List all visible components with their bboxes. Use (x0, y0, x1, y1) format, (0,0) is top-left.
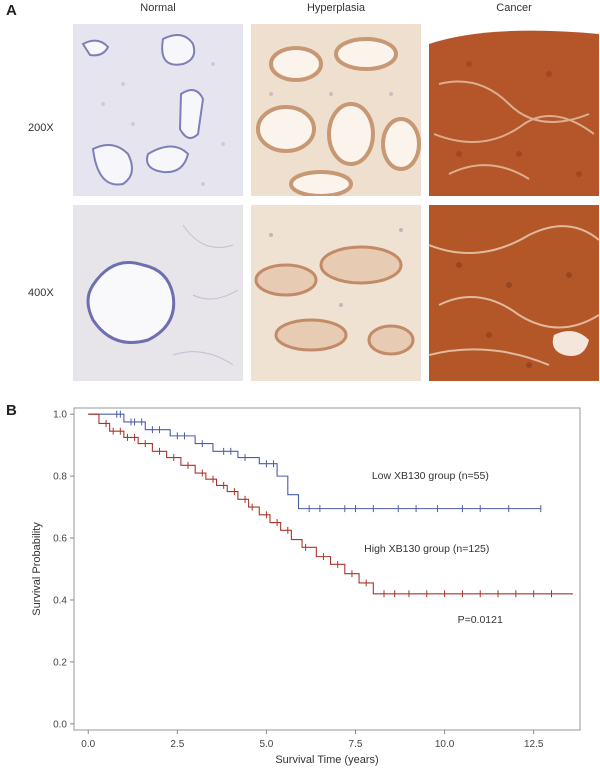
x-tick-label: 5.0 (259, 739, 273, 750)
column-label-hyperplasia: Hyperplasia (306, 2, 366, 14)
x-tick-label: 2.5 (170, 739, 184, 750)
kaplan-meier-chart: 0.0 2.5 5.0 7.5 10.0 12.5 0.0 0.2 0.4 0.6 0.8 1.0 L… (31, 407, 581, 766)
y-tick-label: 0.4 (53, 595, 67, 606)
x-axis-label: Survival Time (years) (275, 754, 378, 766)
survival-curve-low (88, 413, 541, 510)
column-label-cancer: Cancer (496, 2, 532, 14)
chart-annotation: Low XB130 group (n=55) (372, 470, 489, 482)
chart-annotation: High XB130 group (n=125) (364, 543, 489, 555)
panel-b-letter: B (6, 402, 17, 419)
micrograph-normal-400x (73, 205, 243, 381)
panel-a-letter: A (6, 2, 17, 19)
row-label-400x: 400X (28, 287, 54, 299)
y-tick-label: 0.8 (53, 472, 67, 483)
x-tick-label: 0.0 (81, 739, 95, 750)
row-label-200x: 200X (28, 122, 54, 134)
y-axis-label: Survival Probability (31, 522, 43, 616)
survival-curve-high (88, 413, 573, 595)
micrograph-normal-200x (73, 24, 243, 196)
x-tick-label: 12.5 (524, 739, 544, 750)
y-tick-label: 0.0 (53, 719, 67, 730)
column-label-normal: Normal (140, 2, 176, 14)
micrograph-hyperplasia-400x (251, 205, 421, 381)
micrograph-hyperplasia-200x (251, 24, 421, 196)
chart-annotation: P=0.0121 (458, 614, 503, 626)
y-tick-label: 1.0 (53, 410, 67, 421)
micrograph-cancer-400x (429, 205, 599, 381)
x-tick-label: 10.0 (435, 739, 455, 750)
plot-frame (73, 407, 581, 731)
micrograph-cancer-200x (429, 24, 599, 196)
y-tick-label: 0.2 (53, 657, 67, 668)
x-tick-label: 7.5 (349, 739, 363, 750)
y-tick-label: 0.6 (53, 534, 67, 545)
